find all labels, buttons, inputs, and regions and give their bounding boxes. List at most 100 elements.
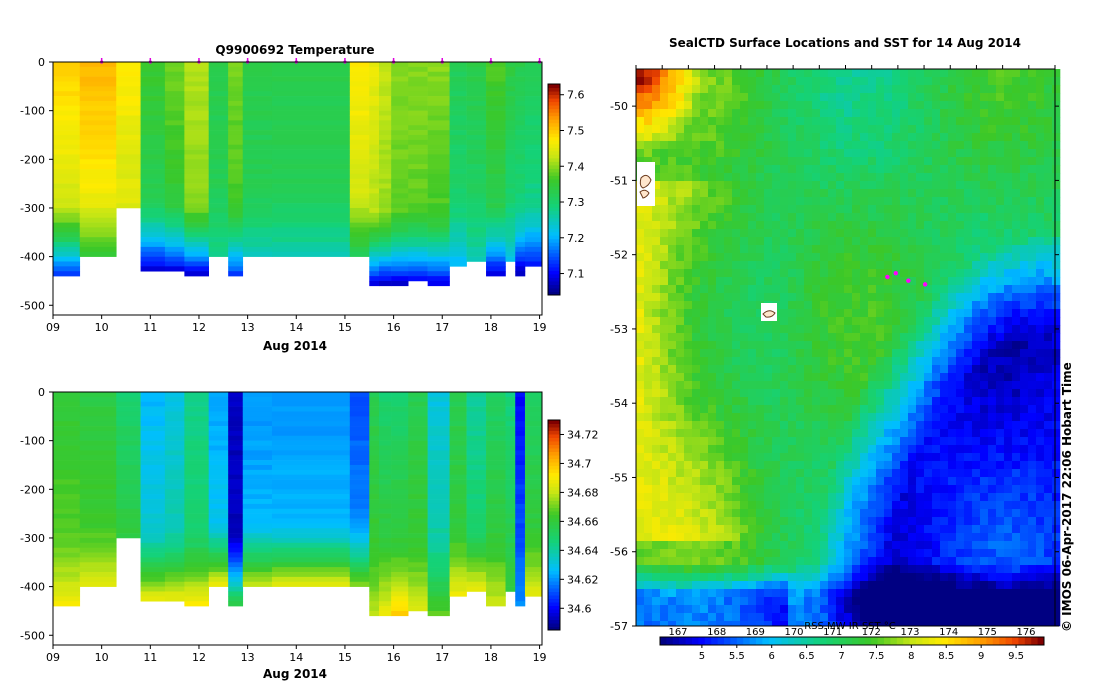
sst-cell	[892, 493, 901, 502]
sst-cell	[916, 181, 925, 190]
sst-cell	[636, 493, 645, 502]
section-cell	[391, 149, 409, 155]
section-cell	[116, 86, 141, 92]
sst-cell	[996, 397, 1005, 406]
section-cell	[242, 567, 273, 573]
sst-cell	[892, 85, 901, 94]
sst-cell	[748, 181, 757, 190]
sst-cell	[1004, 77, 1013, 86]
sst-cell	[652, 101, 661, 110]
section-cell	[524, 188, 543, 194]
section-cell	[515, 576, 526, 583]
sst-cell	[652, 277, 661, 286]
section-cell	[184, 396, 209, 403]
sst-cell	[924, 389, 933, 398]
sst-cell	[652, 189, 661, 198]
sst-cell	[860, 381, 869, 390]
sst-cell	[1028, 213, 1037, 222]
sst-cell	[892, 485, 901, 494]
section-cell	[349, 183, 370, 189]
sst-cell	[996, 309, 1005, 318]
section-cell	[449, 261, 467, 267]
sst-cell	[796, 333, 805, 342]
section-cell	[408, 489, 428, 495]
section-cell	[53, 537, 81, 544]
sst-cell	[796, 221, 805, 230]
y-tick-label: -300	[20, 202, 45, 215]
section-cell	[515, 81, 526, 87]
sst-cell	[876, 277, 885, 286]
section-cell	[379, 76, 392, 82]
sst-cell	[660, 85, 669, 94]
section-cell	[379, 508, 392, 514]
sst-cell	[636, 309, 645, 318]
section-cell	[242, 528, 273, 534]
sst-cell	[964, 85, 973, 94]
section-cell	[505, 552, 516, 558]
section-cell	[427, 581, 450, 587]
sst-cell	[1020, 69, 1029, 78]
sst-cell	[748, 485, 757, 494]
section-cell	[427, 430, 450, 437]
sst-cell	[804, 205, 813, 214]
sst-cell	[828, 469, 837, 478]
section-cell	[271, 251, 351, 257]
sst-cell	[668, 381, 677, 390]
section-cell	[184, 159, 209, 165]
section-cell	[369, 237, 380, 243]
sst-cell	[1044, 437, 1053, 446]
section-cell	[140, 572, 166, 578]
section-cell	[379, 280, 392, 287]
sst-cell	[916, 285, 925, 294]
section-cell	[116, 91, 141, 97]
sst-cell	[900, 397, 909, 406]
sst-cell	[1052, 413, 1061, 422]
section-cell	[242, 562, 273, 568]
section-cell	[515, 115, 526, 121]
sst-cell	[988, 229, 997, 238]
section-cell	[140, 256, 166, 262]
sst-cell	[804, 221, 813, 230]
section-cell	[408, 246, 428, 253]
section-cell	[53, 217, 81, 223]
section-cell	[408, 421, 428, 427]
section-cell	[505, 440, 516, 446]
sst-cell	[836, 445, 845, 454]
sst-cell	[668, 397, 677, 406]
sst-cell	[636, 461, 645, 470]
sst-cell	[820, 213, 829, 222]
sst-cell	[988, 277, 997, 286]
section-cell	[53, 212, 81, 218]
sst-cell	[740, 453, 749, 462]
section-cell	[427, 557, 450, 563]
section-cell	[391, 469, 409, 476]
section-cell	[466, 144, 487, 150]
section-cell	[228, 134, 244, 141]
sst-cell	[716, 365, 725, 374]
sst-cell	[948, 461, 957, 470]
sst-cell	[876, 213, 885, 222]
section-cell	[349, 421, 370, 427]
sst-cell	[1036, 93, 1045, 102]
sst-cell	[876, 309, 885, 318]
sst-cell	[940, 437, 949, 446]
sst-cell	[716, 117, 725, 126]
sst-cell	[892, 429, 901, 438]
section-cell	[228, 120, 244, 126]
sst-cell	[668, 477, 677, 486]
section-cell	[391, 188, 409, 194]
section-cell	[427, 154, 450, 160]
sst-cell	[876, 205, 885, 214]
sst-cell	[900, 325, 909, 334]
section-cell	[515, 508, 526, 514]
section-cell	[486, 188, 506, 194]
sst-cell	[644, 125, 653, 134]
sst-cell	[852, 397, 861, 406]
sst-cell	[972, 69, 981, 78]
sst-cell	[892, 413, 901, 422]
sst-cell	[636, 261, 645, 270]
sst-cell	[700, 301, 709, 310]
section-cell	[271, 183, 351, 189]
section-cell	[449, 460, 467, 466]
sst-cell	[1028, 221, 1037, 230]
